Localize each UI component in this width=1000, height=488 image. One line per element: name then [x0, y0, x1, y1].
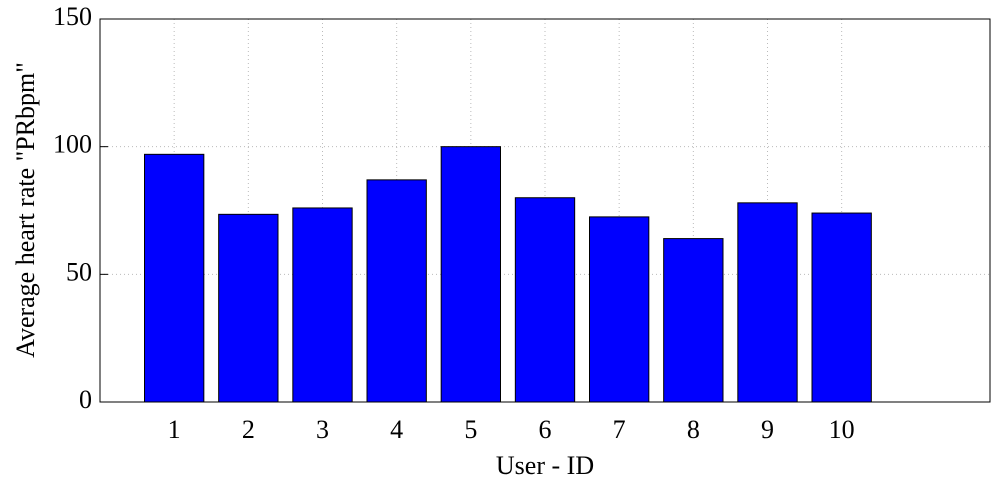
x-tick-label: 1	[168, 415, 181, 444]
bar	[514, 197, 576, 403]
bar	[663, 238, 724, 403]
x-tick-label: 8	[687, 415, 700, 444]
x-axis-label: User - ID	[496, 451, 594, 480]
x-tick-label: 3	[316, 415, 329, 444]
x-tick-label: 6	[539, 415, 552, 444]
x-tick-label: 9	[761, 415, 774, 444]
bar	[218, 213, 279, 403]
x-tick-label: 10	[829, 415, 855, 444]
axes-box	[99, 18, 991, 403]
bar	[292, 207, 353, 403]
y-tick-label: 150	[53, 2, 92, 31]
bar	[440, 146, 501, 403]
x-tick-label: 4	[390, 415, 403, 444]
bar	[144, 153, 205, 403]
bar	[589, 216, 650, 403]
x-tick-label: 2	[242, 415, 255, 444]
bar	[366, 179, 427, 403]
bar	[811, 212, 872, 403]
x-tick-label: 7	[613, 415, 626, 444]
y-tick-label: 100	[53, 130, 92, 159]
y-tick-label: 50	[66, 257, 92, 286]
x-tick-label: 5	[464, 415, 477, 444]
bar	[737, 202, 798, 403]
y-tick-label: 0	[79, 385, 92, 414]
y-axis-label: Average heart rate "PRbpm"	[11, 62, 40, 358]
